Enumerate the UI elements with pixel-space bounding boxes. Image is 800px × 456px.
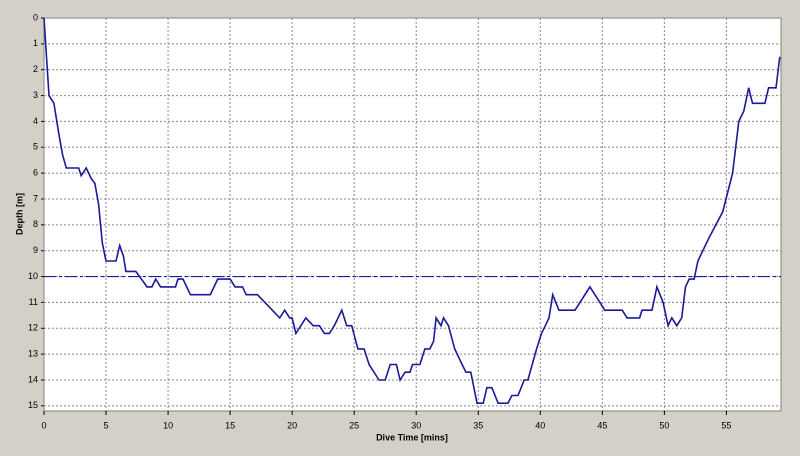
x-tick-label: 25: [349, 420, 359, 430]
y-tick-label: 3: [33, 90, 38, 100]
y-tick-label: 10: [28, 271, 38, 281]
depth-line: [43, 17, 781, 405]
x-tick-label: 10: [163, 420, 173, 430]
x-tick-label: 55: [721, 420, 731, 430]
x-tick-label: 40: [535, 420, 545, 430]
y-tick-label: 2: [33, 64, 38, 74]
y-tick-label: 6: [33, 168, 38, 178]
y-tick-label: 8: [33, 219, 38, 229]
y-tick-label: 11: [29, 297, 38, 307]
x-tick-label: 15: [225, 420, 235, 430]
y-tick-label: 14: [28, 374, 38, 384]
x-tick-label: 0: [41, 420, 46, 430]
y-axis-label: Depth [m]: [14, 193, 24, 235]
x-tick-label: 45: [597, 420, 607, 430]
x-axis-label: Dive Time [mins]: [376, 432, 448, 442]
y-tick-label: 1: [33, 38, 38, 48]
y-tick-label: 13: [28, 348, 38, 358]
y-tick-label: 9: [33, 245, 38, 255]
x-tick-label: 50: [659, 420, 669, 430]
y-tick-label: 0: [33, 12, 38, 22]
y-tick-label: 5: [33, 142, 38, 152]
y-tick-label: 12: [28, 323, 38, 333]
x-tick-label: 5: [104, 420, 109, 430]
y-tick-label: 4: [33, 116, 38, 126]
x-tick-label: 20: [287, 420, 297, 430]
plot-area: [43, 17, 782, 412]
x-tick-label: 30: [411, 420, 421, 430]
y-tick-label: 15: [28, 400, 38, 410]
y-tick-label: 7: [33, 193, 38, 203]
x-tick-label: 35: [473, 420, 483, 430]
